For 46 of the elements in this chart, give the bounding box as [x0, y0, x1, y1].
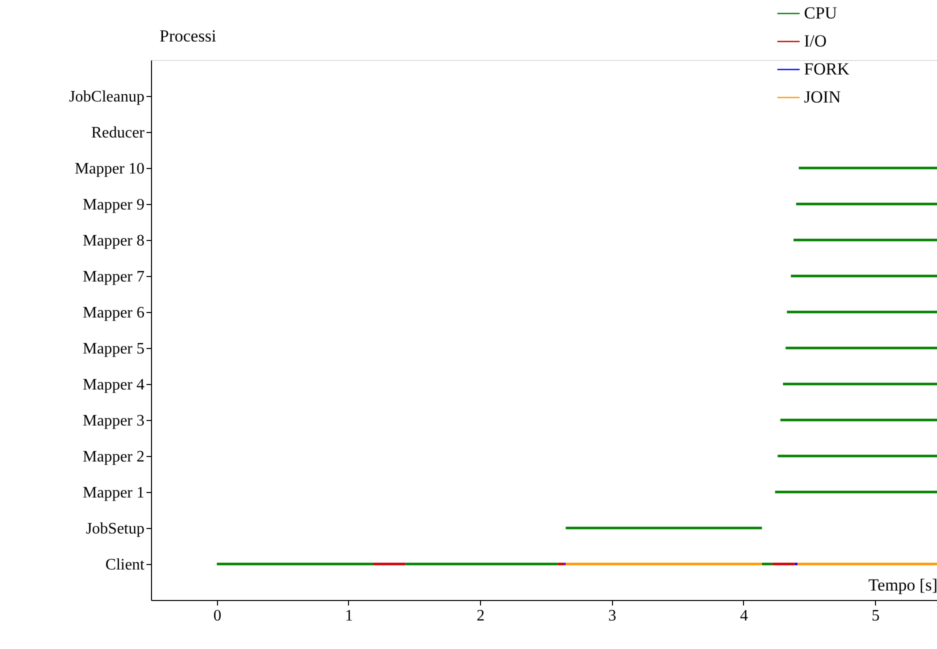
- y-tick-label: Mapper 1: [82, 484, 144, 502]
- x-tick-label: 1: [344, 608, 353, 624]
- x-tick-label: 2: [476, 608, 485, 624]
- bar: [786, 346, 937, 350]
- y-tick-label: Mapper 5: [82, 340, 144, 358]
- bar: [796, 202, 937, 206]
- y-axis-title: Processi: [160, 26, 216, 46]
- bar: [775, 490, 937, 494]
- bar: [406, 562, 558, 566]
- legend-label: I/O: [804, 32, 827, 50]
- bar: [793, 238, 937, 242]
- y-tick-label: Reducer: [91, 124, 146, 142]
- y-tick-label: Mapper 4: [82, 376, 144, 394]
- x-tick-label: 4: [740, 608, 748, 624]
- y-tick-label: Mapper 9: [82, 196, 144, 214]
- legend-label: CPU: [804, 4, 838, 22]
- bar: [772, 562, 795, 566]
- x-tick-label: 3: [608, 608, 616, 624]
- legend-label: FORK: [804, 60, 850, 78]
- y-tick-label: JobSetup: [86, 520, 144, 538]
- bar: [786, 310, 937, 314]
- bar: [778, 454, 937, 458]
- bar: [566, 526, 762, 530]
- bar: [797, 562, 937, 566]
- bar: [374, 562, 406, 566]
- bar: [782, 382, 937, 386]
- legend-label: JOIN: [804, 88, 841, 106]
- x-tick-label: 5: [872, 608, 880, 624]
- y-tick-label: Mapper 2: [82, 448, 144, 466]
- bar: [558, 562, 564, 566]
- bar: [790, 274, 937, 278]
- bar: [566, 562, 762, 566]
- bar: [798, 166, 937, 170]
- y-tick-label: Mapper 7: [82, 268, 144, 286]
- x-axis-title: Tempo [s]: [868, 576, 937, 594]
- x-tick-label: 0: [213, 608, 222, 624]
- bar: [762, 562, 772, 566]
- y-tick-label: JobCleanup: [68, 88, 144, 106]
- y-tick-label: Mapper 8: [82, 232, 144, 250]
- y-tick-label: Mapper 3: [82, 412, 144, 430]
- bar: [780, 418, 937, 422]
- bar: [216, 562, 374, 566]
- y-tick-label: Mapper 6: [82, 304, 144, 322]
- bar: [794, 562, 798, 566]
- y-tick-label: Client: [105, 556, 146, 574]
- y-tick-label: Mapper 10: [74, 160, 144, 178]
